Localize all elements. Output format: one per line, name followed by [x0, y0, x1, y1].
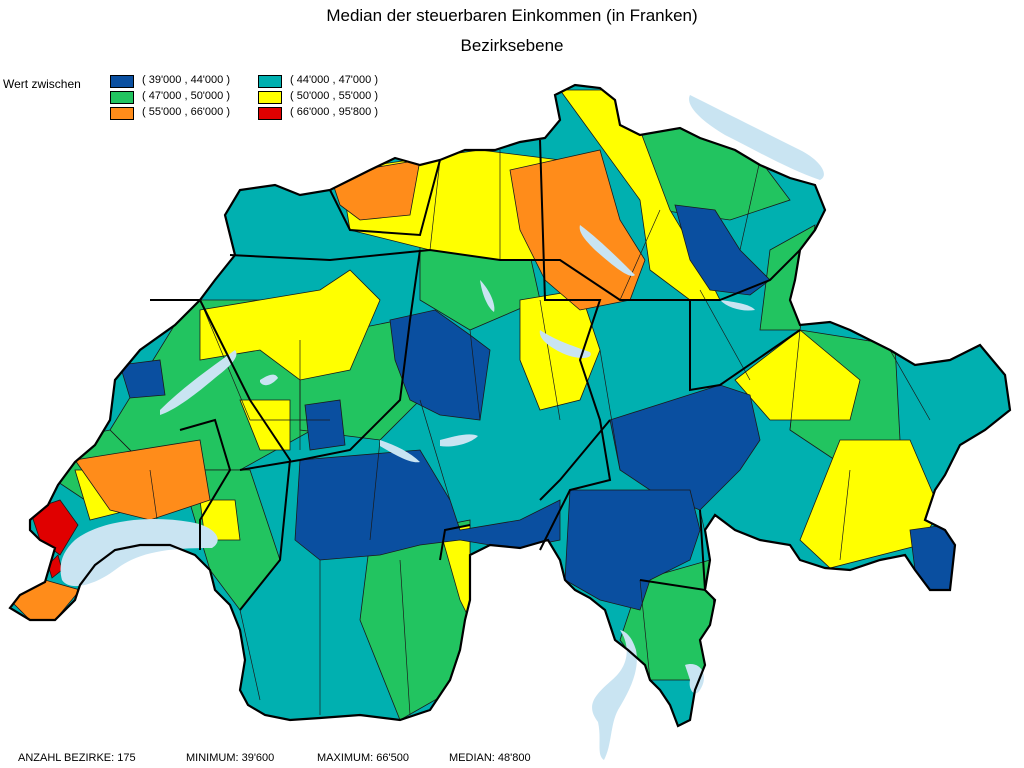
legend-label: Wert zwischen [3, 77, 81, 91]
district-region [674, 204, 771, 296]
legend-range: ( 50'000 , 55'000 ) [290, 90, 378, 102]
legend-item: ( 66'000 , 95'800 ) [258, 106, 408, 122]
legend-item: ( 47'000 , 50'000 ) [110, 90, 260, 106]
canton-borders [150, 139, 801, 611]
district-region [564, 489, 701, 611]
district-region [199, 269, 381, 381]
legend-range: ( 47'000 , 50'000 ) [142, 90, 230, 102]
lake-zurich [579, 225, 635, 276]
lake-brienz [380, 440, 420, 463]
legend-item: ( 55'000 , 66'000 ) [110, 106, 260, 122]
legend-range: ( 44'000 , 47'000 ) [290, 74, 378, 86]
lakes [60, 95, 824, 760]
district-fills [10, 85, 1010, 726]
district-region [609, 384, 761, 511]
district-region [74, 439, 211, 521]
map-subtitle: Bezirksebene [460, 36, 564, 55]
footer-minimum: MINIMUM: 39'600 [186, 752, 275, 764]
footer-count: ANZAHL BEZIRKE: 175 [18, 752, 136, 764]
lake-lugano [685, 664, 705, 694]
legend-swatch [258, 91, 282, 104]
map-title: Median der steuerbaren Einkommen (in Fra… [326, 6, 698, 25]
lake-biel [260, 374, 278, 386]
legend-item: ( 44'000 , 47'000 ) [258, 74, 408, 90]
legend-swatch [258, 75, 282, 88]
lake-neuchatel [160, 350, 237, 415]
legend-swatch [110, 91, 134, 104]
legend-swatch [258, 107, 282, 120]
legend-range: ( 39'000 , 44'000 ) [142, 74, 230, 86]
legend-swatch [110, 107, 134, 120]
legend-range: ( 66'000 , 95'800 ) [290, 106, 378, 118]
lake-walen [720, 300, 755, 311]
district-region [119, 359, 166, 399]
district-region [304, 399, 346, 451]
lake-sempach [480, 280, 495, 312]
lake-constance [689, 95, 824, 180]
footer-median: MEDIAN: 48'800 [449, 752, 531, 764]
footer-maximum: MAXIMUM: 66'500 [317, 752, 409, 764]
legend-range: ( 55'000 , 66'000 ) [142, 106, 230, 118]
legend-item: ( 39'000 , 44'000 ) [110, 74, 260, 90]
district-region [239, 399, 291, 451]
lake-lucerne [539, 330, 591, 358]
lake-geneva [60, 519, 218, 587]
legend-swatch [110, 75, 134, 88]
lake-maggiore [592, 630, 637, 760]
legend-item: ( 50'000 , 55'000 ) [258, 90, 408, 106]
lake-thun [440, 434, 478, 447]
